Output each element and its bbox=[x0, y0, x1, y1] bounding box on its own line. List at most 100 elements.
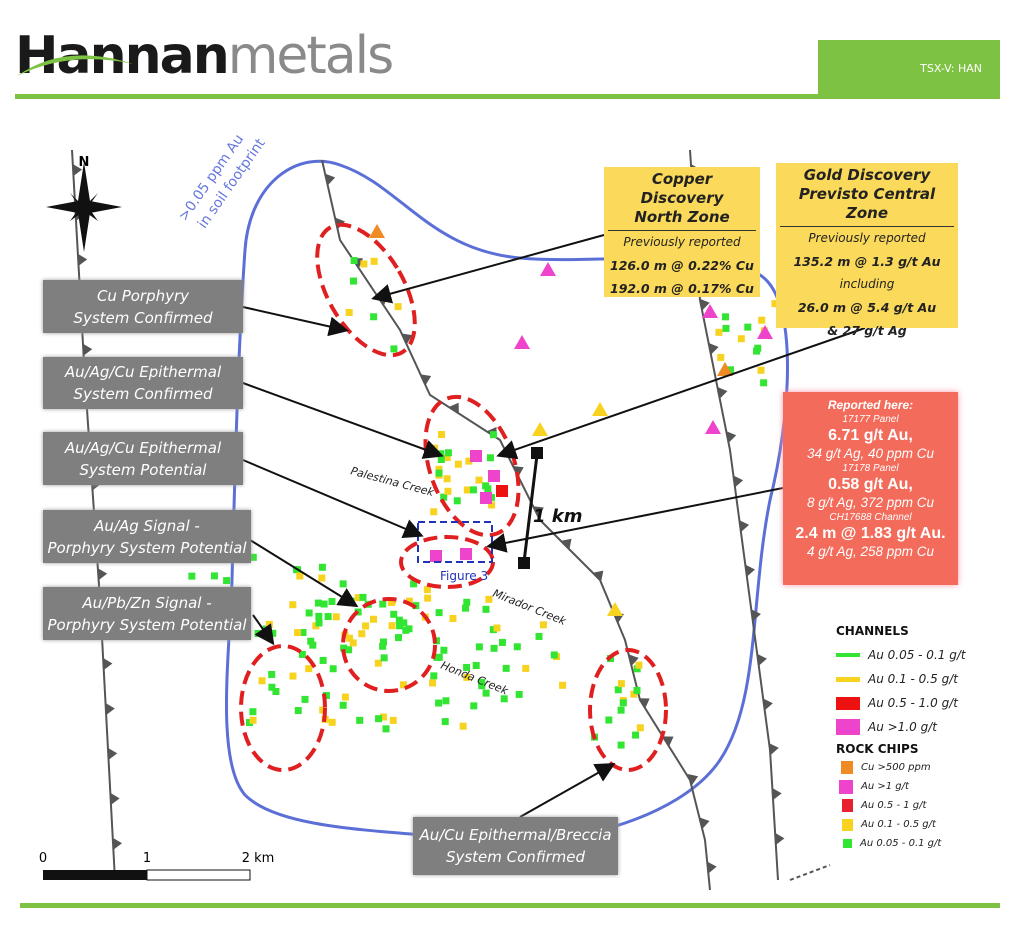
sample-marker bbox=[329, 665, 337, 673]
sample-marker bbox=[328, 718, 336, 726]
sample-marker bbox=[360, 260, 368, 268]
one-km-bar-end-bottom bbox=[518, 557, 530, 569]
rock-chip-marker bbox=[702, 304, 718, 318]
gold-including: including bbox=[839, 277, 895, 291]
sample-marker bbox=[515, 690, 523, 698]
fault-tooth-icon bbox=[512, 465, 524, 477]
reported-item-main: 0.58 g/t Au, bbox=[828, 476, 913, 493]
fault-tooth-icon bbox=[751, 609, 761, 622]
company-logo: Hannanmetals bbox=[15, 26, 394, 86]
sample-marker bbox=[289, 601, 297, 609]
sample-marker bbox=[265, 620, 273, 628]
sample-marker bbox=[437, 456, 445, 464]
fault-tooth-icon bbox=[687, 774, 699, 786]
sample-marker bbox=[489, 431, 497, 439]
sample-marker bbox=[289, 672, 297, 680]
callout-au-pb-zn-signal: Au/Pb/Zn Signal - Porphyry System Potenti… bbox=[43, 587, 251, 640]
rock-chip-marker bbox=[607, 602, 623, 616]
sample-marker bbox=[435, 653, 443, 661]
sample-marker bbox=[296, 572, 304, 580]
legend-rock-item: Au >1 g/t bbox=[836, 777, 1006, 796]
fault-tooth-icon bbox=[745, 564, 756, 577]
sample-marker bbox=[490, 644, 498, 652]
sample-marker bbox=[359, 593, 367, 601]
sample-marker bbox=[332, 613, 340, 621]
arrow-gold-discovery bbox=[496, 327, 866, 460]
callout-epithermal-confirmed: Au/Ag/Cu Epithermal System Confirmed bbox=[43, 357, 243, 409]
sample-marker bbox=[362, 622, 370, 630]
sample-marker bbox=[370, 313, 378, 321]
sample-marker bbox=[370, 257, 378, 265]
reported-item-label: 17177 Panel bbox=[842, 414, 899, 425]
sample-marker bbox=[513, 643, 521, 651]
sample-marker bbox=[318, 574, 326, 582]
fault-tooth-icon bbox=[103, 658, 113, 671]
fault-tooth-icon bbox=[420, 374, 432, 386]
reported-here-box: Reported here: 17177 Panel 6.71 g/t Au, … bbox=[783, 392, 958, 585]
sample-marker bbox=[382, 725, 390, 733]
arrow-breccia bbox=[519, 763, 616, 818]
sample-marker bbox=[430, 508, 438, 516]
fault-tooth-icon bbox=[769, 743, 779, 755]
creek-label-palestina: Palestina Creek bbox=[349, 464, 436, 499]
sample-marker bbox=[449, 614, 457, 622]
sample-marker bbox=[324, 613, 332, 621]
fault-tooth-icon bbox=[662, 736, 674, 747]
sample-marker bbox=[522, 664, 530, 672]
callout-cu-porphyry: Cu Porphyry System Confirmed bbox=[43, 280, 243, 333]
sample-marker bbox=[328, 598, 336, 606]
arrow-au-pb-zn bbox=[252, 614, 275, 646]
sample-marker bbox=[488, 501, 496, 509]
sample-marker bbox=[305, 665, 313, 673]
target-ellipse-au-ag bbox=[341, 597, 437, 693]
fault-tooth-icon bbox=[110, 792, 120, 805]
fault-tooth-icon bbox=[377, 295, 388, 306]
fault-tooth-icon bbox=[325, 173, 336, 186]
figure3-outline bbox=[417, 521, 493, 563]
sample-marker bbox=[482, 482, 490, 490]
legend-channel-item: Au 0.1 - 0.5 g/t bbox=[836, 670, 1006, 688]
sample-marker bbox=[753, 347, 761, 355]
fault-tooth-icon bbox=[560, 538, 572, 550]
sample-marker bbox=[423, 586, 431, 594]
sample-marker bbox=[341, 693, 349, 701]
logo-text-light: metals bbox=[227, 26, 394, 86]
sample-marker bbox=[424, 594, 432, 602]
legend-rock-item: Au 0.05 - 0.1 g/t bbox=[836, 834, 1006, 853]
gold-value-2: 26.0 m @ 5.4 g/t Au bbox=[797, 300, 937, 315]
legend-channel-item: Au 0.5 - 1.0 g/t bbox=[836, 694, 1006, 712]
legend-channel-item: Au 0.05 - 0.1 g/t bbox=[836, 646, 1006, 664]
sample-marker bbox=[440, 646, 448, 654]
sample-marker bbox=[374, 659, 382, 667]
sample-marker bbox=[470, 702, 478, 710]
gold-sub: Previously reported bbox=[808, 231, 926, 245]
arrow-cu-porphyry bbox=[242, 306, 349, 337]
sample-marker bbox=[254, 629, 262, 637]
sample-marker bbox=[435, 609, 443, 617]
fault-tooth-icon bbox=[72, 163, 83, 176]
sample-marker bbox=[405, 597, 413, 605]
channel-marker bbox=[488, 470, 500, 482]
sample-marker bbox=[465, 457, 473, 465]
sample-marker bbox=[435, 469, 443, 477]
sample-marker bbox=[617, 680, 625, 688]
fault-tooth-icon bbox=[699, 817, 710, 830]
header-divider bbox=[15, 94, 1000, 99]
reported-heading: Reported here: bbox=[827, 398, 914, 412]
sample-marker bbox=[635, 661, 643, 669]
copper-title-1: Copper Discovery bbox=[640, 170, 724, 207]
fault-tooth-icon bbox=[772, 787, 782, 800]
sample-marker bbox=[727, 366, 735, 374]
rock-chip-marker bbox=[592, 402, 608, 416]
sample-marker bbox=[463, 486, 471, 494]
sample-marker bbox=[469, 486, 477, 494]
north-label: N bbox=[79, 155, 90, 170]
fault-tooth-icon bbox=[401, 333, 413, 345]
sample-marker bbox=[453, 497, 461, 505]
sample-marker bbox=[298, 650, 306, 658]
sample-marker bbox=[269, 629, 277, 637]
ticker-text: TSX-V: HAN bbox=[920, 61, 982, 75]
reported-item-label: 17178 Panel bbox=[842, 463, 899, 474]
fault-tooth-icon bbox=[707, 861, 717, 874]
sample-marker bbox=[431, 444, 439, 452]
